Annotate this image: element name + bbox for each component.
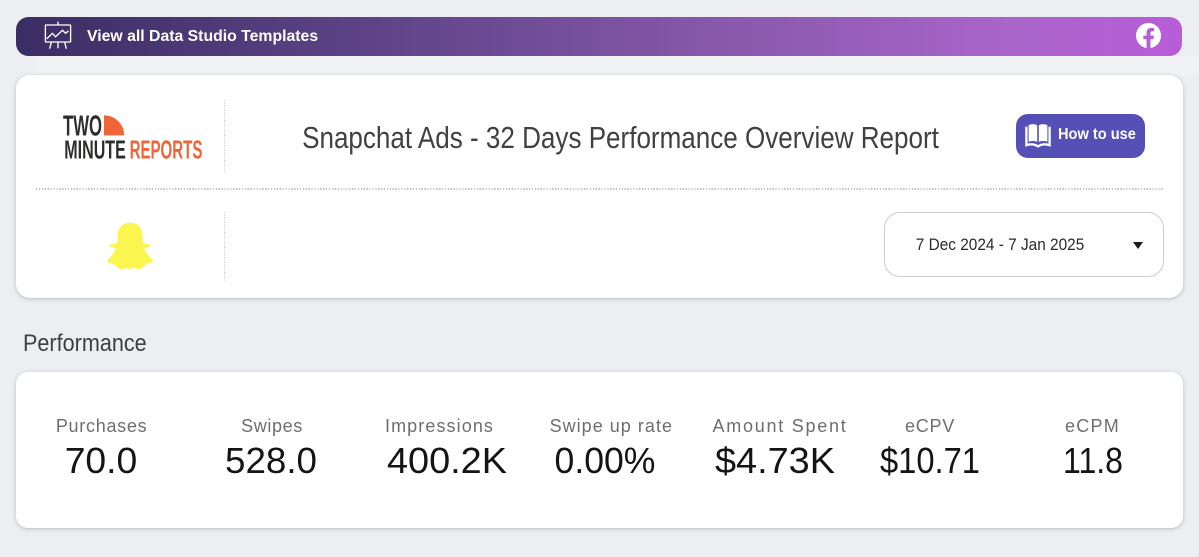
svg-text:TWO: TWO <box>63 110 102 142</box>
svg-text:REPORTS: REPORTS <box>130 135 203 165</box>
svg-text:MINUTE: MINUTE <box>64 135 126 165</box>
